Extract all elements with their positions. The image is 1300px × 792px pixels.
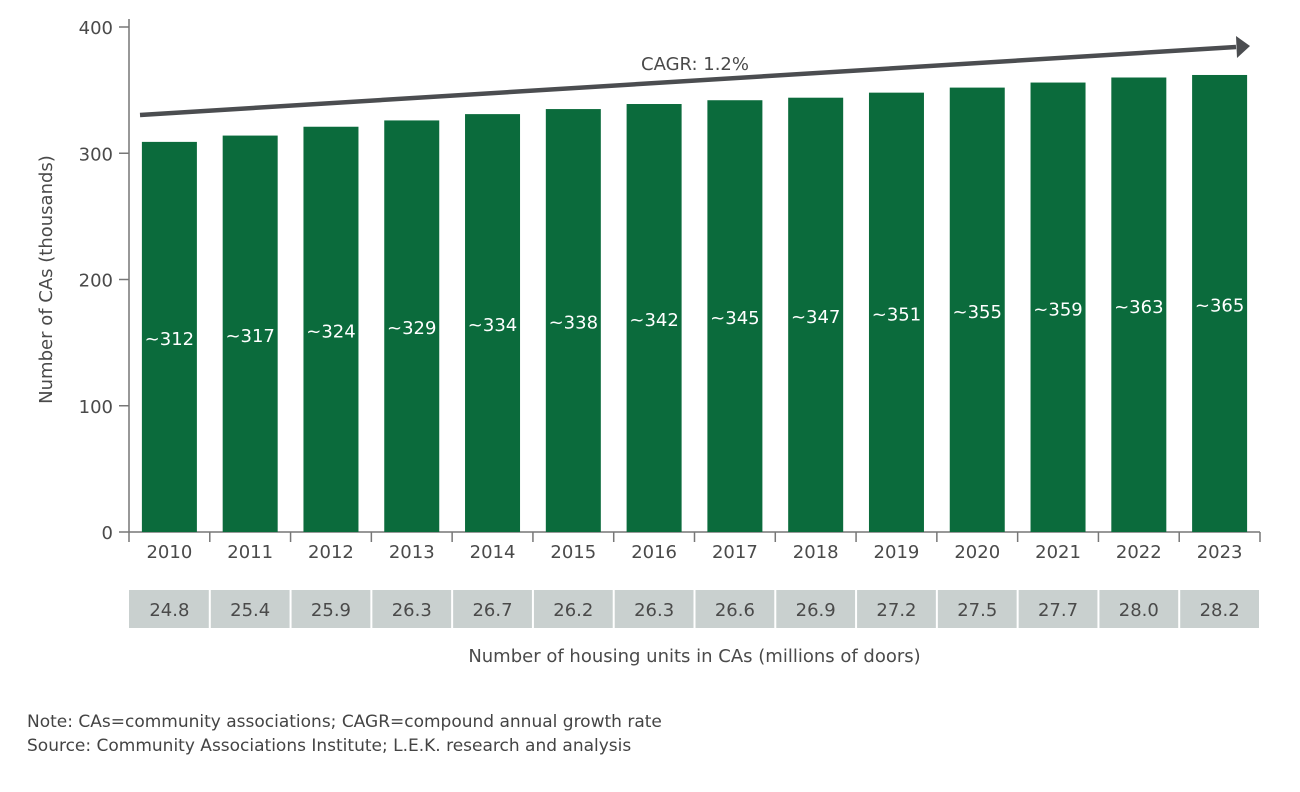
bar-2021 [1030,82,1086,533]
data-label-2010: ~312 [145,329,194,350]
table-cell-2017 [695,590,775,628]
table-cell-2021 [1018,590,1098,628]
data-label-2011: ~317 [225,326,274,347]
table-value-2013: 26.3 [392,600,432,621]
table-value-2014: 26.7 [472,600,512,621]
source-text: Source: Community Associations Institute… [27,736,632,756]
data-label-2020: ~355 [953,302,1002,323]
table-row-label: Number of housing units in CAs (millions… [468,646,920,667]
table-value-2016: 26.3 [634,600,674,621]
x-tick-label-2022: 2022 [1116,542,1162,563]
table-value-2015: 26.2 [553,600,593,621]
bar-2010 [141,141,197,532]
y-tick-label: 400 [79,18,113,39]
y-tick-label: 300 [79,144,113,165]
data-label-2012: ~324 [306,321,355,342]
table-value-2010: 24.8 [149,600,189,621]
table-value-2018: 26.9 [796,600,836,621]
table-cell-2014 [453,590,532,628]
bar-2011 [222,135,278,532]
note-text: Note: CAs=community associations; CAGR=c… [27,712,662,732]
x-tick-label-2011: 2011 [227,542,273,563]
bar-2019 [868,92,924,533]
data-label-2014: ~334 [468,315,517,336]
x-tick-label-2017: 2017 [712,542,758,563]
x-tick-label-2016: 2016 [631,542,677,563]
x-tick-label-2010: 2010 [146,542,192,563]
data-label-2017: ~345 [710,308,759,329]
cagr-label: CAGR: 1.2% [641,54,749,75]
table-cell-2020 [937,590,1017,628]
bar-2018 [788,97,844,532]
table-value-2012: 25.9 [311,600,351,621]
x-tick-label-2019: 2019 [874,542,920,563]
x-tick-label-2023: 2023 [1197,542,1243,563]
table-cell-2010 [129,590,209,628]
x-tick-label-2012: 2012 [308,542,354,563]
table-cell-2013 [372,590,452,628]
bar-2023 [1192,74,1248,532]
bar-2012 [303,126,359,533]
data-label-2021: ~359 [1033,299,1082,320]
cagr-arrow-line [139,44,1237,118]
bar-2020 [949,87,1005,532]
x-tick-label-2013: 2013 [389,542,435,563]
table-cell-2011 [210,590,290,628]
table-value-2022: 28.0 [1119,600,1159,621]
data-label-2022: ~363 [1114,297,1163,318]
table-value-2019: 27.2 [876,600,916,621]
table-value-2021: 27.7 [1038,600,1078,621]
y-tick-label: 200 [79,271,113,292]
data-label-2018: ~347 [791,307,840,328]
table-value-2023: 28.2 [1200,600,1240,621]
y-tick-label: 100 [79,397,113,418]
x-tick-label-2018: 2018 [793,542,839,563]
table-cell-2016 [614,590,694,628]
table-value-2020: 27.5 [957,600,997,621]
x-tick-label-2021: 2021 [1035,542,1081,563]
data-label-2023: ~365 [1195,295,1244,316]
table-cell-2023 [1180,590,1259,628]
table-cell-2018 [776,590,856,628]
table-cell-2012 [291,590,371,628]
data-label-2015: ~338 [549,313,598,334]
bar-2016 [626,104,682,532]
x-tick-label-2015: 2015 [550,542,596,563]
table-cell-2015 [533,590,613,628]
bar-2014 [465,114,521,533]
bar-2015 [545,109,601,532]
table-cell-2019 [857,590,936,628]
cagr-arrow-head-icon [1236,36,1250,58]
bar-2017 [707,100,763,532]
x-tick-label-2014: 2014 [470,542,516,563]
data-label-2016: ~342 [629,310,678,331]
x-tick-label-2020: 2020 [954,542,1000,563]
bar-2022 [1111,77,1167,532]
y-tick-label: 0 [102,523,113,544]
table-value-2017: 26.6 [715,600,755,621]
table-value-2011: 25.4 [230,600,270,621]
table-cell-2022 [1099,590,1179,628]
bar-2013 [384,120,440,533]
y-axis-title: Number of CAs (thousands) [36,155,57,404]
data-label-2013: ~329 [387,318,436,339]
data-label-2019: ~351 [872,304,921,325]
